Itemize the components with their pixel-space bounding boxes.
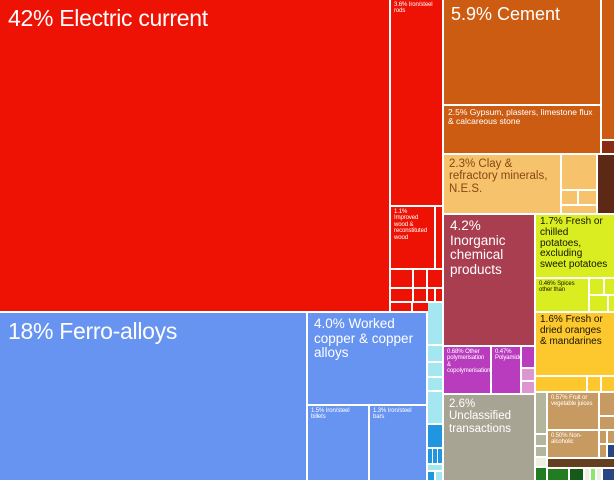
tile-cement[interactable]: 5.9% Cement xyxy=(444,0,600,104)
tile-minor-tan-5 xyxy=(600,445,606,457)
tile-minor-yellow-1 xyxy=(536,377,586,391)
tile-minor-darkgreen-1 xyxy=(570,469,583,480)
tile-fruit-vegetable-juices[interactable]: 0.57% Fruit or vegetable juices xyxy=(548,393,598,429)
tile-non-alcoholic[interactable]: 0.50% Non-alcoholic xyxy=(548,431,598,457)
tile-minor-blue-2 xyxy=(428,449,432,463)
tile-label-ferro-alloys: 18% Ferro-alloys xyxy=(8,318,178,344)
tile-minor-red-2 xyxy=(391,270,412,287)
tile-label-cement: 5.9% Cement xyxy=(451,4,561,24)
tile-label-fruit-vegetable-juices: 0.57% Fruit or vegetable juices xyxy=(551,395,593,408)
tile-minor-navy-1 xyxy=(608,445,614,457)
tile-label-improved-wood: 1.1% Improved wood & reconstituted wood xyxy=(394,209,428,241)
tile-minor-cyan-5 xyxy=(428,392,442,423)
tile-minor-sage-1 xyxy=(536,393,546,433)
tile-minor-magenta-1 xyxy=(522,347,534,367)
tile-minor-cyan-1 xyxy=(428,303,442,344)
tile-minor-red-6 xyxy=(414,289,426,301)
tile-inorganic-chemicals[interactable]: 4.2% Inorganic chemical products xyxy=(444,215,534,345)
tile-other-polymerisation[interactable]: 0.68% Other polymerisation & copolymeris… xyxy=(444,347,490,393)
tile-worked-copper[interactable]: 4.0% Worked copper & copper alloys xyxy=(308,313,426,404)
tile-minor-red-9 xyxy=(391,303,411,311)
tile-label-inorganic-chemicals: 4.2% Inorganic chemical products xyxy=(450,218,506,277)
tile-minor-yellow-2 xyxy=(588,377,600,391)
tile-minor-green-1 xyxy=(536,468,546,480)
tile-label-oranges-mandarines: 1.6% Fresh or dried oranges & mandarines xyxy=(540,314,603,347)
tile-label-gypsum: 2.5% Gypsum, plasters, limestone flux & … xyxy=(448,107,593,127)
tile-minor-lightorange-3 xyxy=(579,191,596,204)
tile-minor-navy-2 xyxy=(603,469,614,480)
tile-minor-cyan-4 xyxy=(428,378,442,390)
tile-spices[interactable]: 0.46% Spices other than xyxy=(536,279,588,311)
tile-label-spices: 0.46% Spices other than xyxy=(539,281,575,294)
tile-label-iron-steel-rods: 3.6% Iron/steel rods xyxy=(394,2,433,15)
tile-minor-cyan-3 xyxy=(428,363,442,376)
tile-iron-steel-billets[interactable]: 1.5% Iron/steel billets xyxy=(308,406,368,480)
tile-minor-red-1 xyxy=(436,207,442,268)
tile-minor-blue-1 xyxy=(428,425,442,447)
tile-minor-white-2 xyxy=(585,469,589,480)
tile-minor-lightgreen-1 xyxy=(591,469,595,480)
tile-label-other-polymerisation: 0.68% Other polymerisation & copolymeris… xyxy=(447,349,490,375)
tile-minor-cyan-2 xyxy=(428,346,442,361)
tile-label-electric-current: 42% Electric current xyxy=(8,5,208,31)
tile-minor-chartreuse-4 xyxy=(609,296,614,311)
tile-label-worked-copper: 4.0% Worked copper & copper alloys xyxy=(314,316,414,361)
tile-ferro-alloys[interactable]: 18% Ferro-alloys xyxy=(0,313,306,480)
tile-label-unclassified-transactions: 2.6% Unclassified transactions xyxy=(449,398,512,435)
tile-label-potatoes: 1.7% Fresh or chilled potatoes, excludin… xyxy=(540,216,608,271)
tile-minor-sage-2 xyxy=(536,435,546,445)
tile-minor-cyan-7 xyxy=(436,472,442,480)
tile-oranges-mandarines[interactable]: 1.6% Fresh or dried oranges & mandarines xyxy=(536,313,614,375)
tile-minor-tan-4 xyxy=(608,431,614,443)
tile-label-clay-refractory: 2.3% Clay & refractory minerals, N.E.S. xyxy=(449,158,548,195)
tile-gypsum[interactable]: 2.5% Gypsum, plasters, limestone flux & … xyxy=(444,106,600,153)
tile-minor-green-2 xyxy=(548,469,568,480)
tile-minor-white-1 xyxy=(536,458,546,466)
tile-minor-darkbrown-1 xyxy=(598,155,614,213)
tile-minor-pink-1 xyxy=(522,369,534,380)
tile-minor-lightorange-4 xyxy=(562,206,596,213)
tile-minor-yellow-3 xyxy=(602,377,614,391)
tile-label-polyamides: 0.47% Polyamides xyxy=(495,349,520,362)
tile-minor-blue-3 xyxy=(433,449,437,463)
tile-minor-red-8 xyxy=(436,289,442,301)
tile-minor-chartreuse-1 xyxy=(590,279,603,294)
tile-minor-sage-3 xyxy=(536,447,546,456)
tile-minor-lightorange-1 xyxy=(562,155,596,189)
tile-improved-wood[interactable]: 1.1% Improved wood & reconstituted wood xyxy=(391,207,434,268)
tile-minor-chartreuse-3 xyxy=(590,296,607,311)
tile-minor-blue-5 xyxy=(428,472,434,480)
tile-minor-red-3 xyxy=(414,270,426,287)
tile-clay-refractory[interactable]: 2.3% Clay & refractory minerals, N.E.S. xyxy=(444,155,560,213)
tile-minor-orange-1 xyxy=(602,0,614,139)
tile-iron-steel-rods[interactable]: 3.6% Iron/steel rods xyxy=(391,0,442,205)
tile-label-non-alcoholic: 0.50% Non-alcoholic xyxy=(551,433,582,446)
tile-potatoes[interactable]: 1.7% Fresh or chilled potatoes, excludin… xyxy=(536,215,614,277)
tile-label-iron-steel-billets: 1.5% Iron/steel billets xyxy=(311,408,350,421)
tile-minor-lightorange-2 xyxy=(562,191,577,204)
tile-polyamides[interactable]: 0.47% Polyamides xyxy=(492,347,520,393)
tile-minor-brownband-1 xyxy=(548,459,614,467)
tile-minor-blue-4 xyxy=(438,449,442,463)
tile-electric-current[interactable]: 42% Electric current xyxy=(0,0,389,311)
tile-minor-tan-2 xyxy=(600,417,614,429)
tile-minor-white-3 xyxy=(597,469,601,480)
tile-label-iron-steel-bars: 1.3% Iron/steel bars xyxy=(373,408,412,421)
tile-minor-red-10 xyxy=(413,303,434,311)
tile-minor-red-7 xyxy=(428,289,434,301)
tile-iron-steel-bars[interactable]: 1.3% Iron/steel bars xyxy=(370,406,426,480)
tile-unclassified-transactions[interactable]: 2.6% Unclassified transactions xyxy=(444,395,534,480)
tile-minor-red-4 xyxy=(428,270,442,287)
tile-minor-brick-1 xyxy=(602,141,614,153)
tile-minor-pink-2 xyxy=(522,382,534,393)
tile-minor-chartreuse-2 xyxy=(605,279,614,294)
tile-minor-cyan-6 xyxy=(428,465,442,470)
tile-minor-tan-3 xyxy=(600,431,606,443)
tile-minor-tan-1 xyxy=(600,393,614,415)
tile-minor-red-5 xyxy=(391,289,412,301)
